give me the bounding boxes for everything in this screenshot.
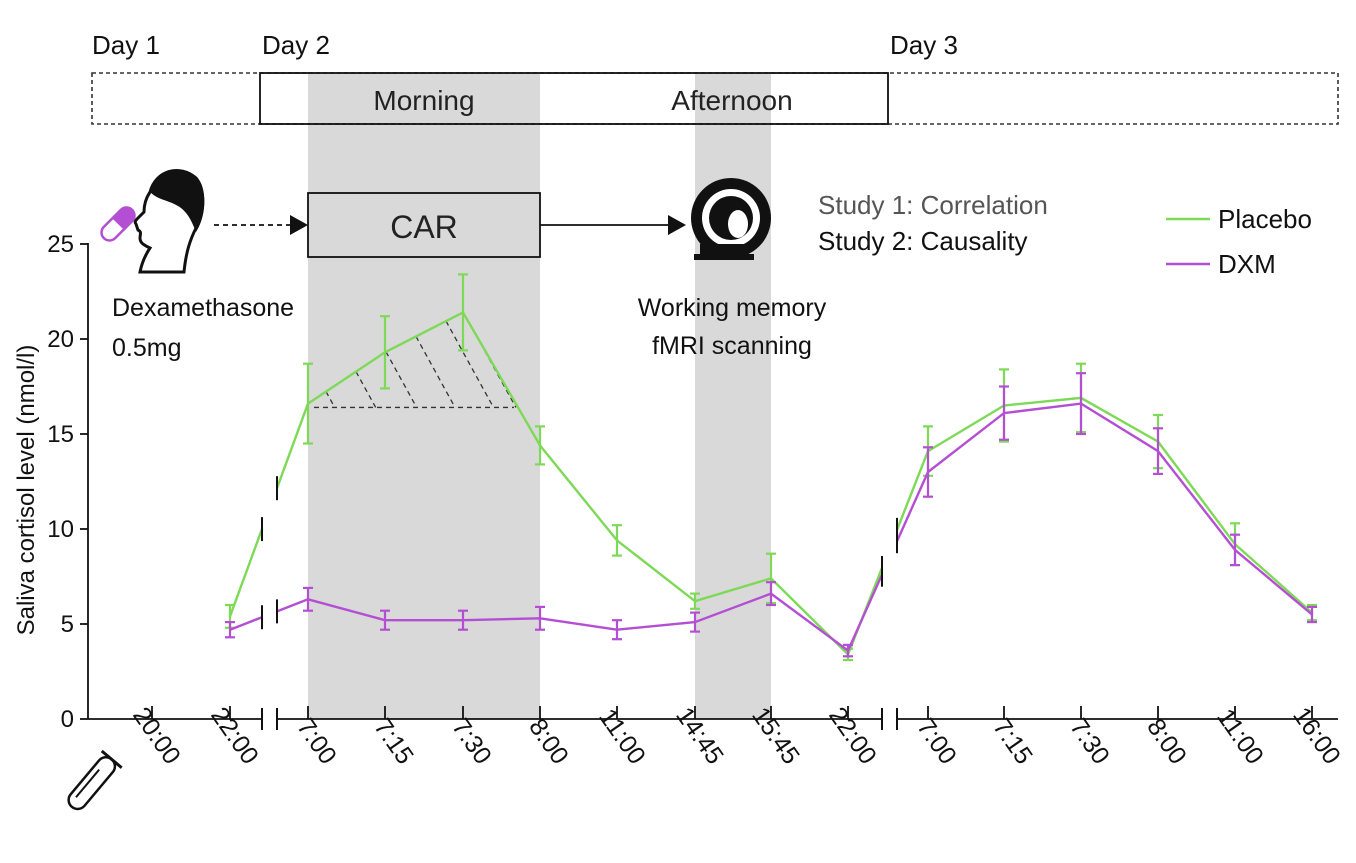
- mri-scanner-icon: [691, 178, 771, 260]
- pill-icon: [100, 206, 136, 242]
- y-tick-label: 10: [47, 516, 74, 543]
- series-line: [307, 592, 849, 652]
- auc-hatch-line: [445, 320, 495, 408]
- day3-label: Day 3: [890, 30, 958, 60]
- y-tick-label: 20: [47, 326, 74, 353]
- legend: Placebo DXM: [1166, 204, 1312, 279]
- series-line-stub: [895, 471, 930, 542]
- auc-hatch-line: [385, 351, 418, 408]
- error-bar: [458, 609, 468, 631]
- error-bar: [843, 643, 853, 658]
- person-head-icon: [133, 169, 205, 274]
- series-line: [927, 396, 1313, 614]
- series-line-stub: [229, 616, 263, 631]
- morning-label: Morning: [373, 85, 474, 116]
- error-bar: [690, 611, 700, 633]
- y-tick-label: 0: [61, 706, 74, 733]
- x-tick-label: 7:00: [911, 714, 962, 770]
- y-axis: 0 5 10 15 20 25: [47, 231, 89, 733]
- scan-label-line1: Working memory: [638, 294, 827, 322]
- series-line-stub: [275, 403, 310, 489]
- timeline-day2-box: [259, 72, 889, 125]
- series-line-stub: [846, 574, 884, 652]
- x-tick-label: 7:15: [987, 714, 1038, 770]
- legend-label-placebo: Placebo: [1218, 204, 1312, 234]
- car-box: [307, 192, 541, 258]
- x-tick-label: 20:00: [127, 702, 186, 769]
- x-tick-label: 8:00: [523, 714, 574, 770]
- x-tick-label: 22:00: [823, 702, 882, 769]
- series-line: [307, 310, 849, 656]
- error-bar: [612, 524, 622, 557]
- y-tick-label: 25: [47, 231, 74, 258]
- shaded-periods: [308, 73, 771, 719]
- error-bar: [999, 385, 1009, 441]
- y-tick-label: 5: [61, 611, 74, 638]
- error-bar: [458, 273, 468, 352]
- shaded-period: [308, 73, 540, 719]
- x-tick-label: 22:00: [205, 702, 264, 769]
- timeline: Day 1 Day 2 Day 3 Morning Afternoon: [91, 30, 1339, 125]
- x-tick-label: 7:00: [291, 714, 342, 770]
- error-bar: [612, 619, 622, 641]
- series-line-stub: [895, 450, 930, 531]
- error-bar: [303, 362, 313, 445]
- x-tick-label: 7:30: [1064, 714, 1115, 770]
- error-bar: [380, 609, 390, 631]
- auc-hatch-line: [355, 371, 377, 408]
- series-line-stub: [276, 598, 309, 613]
- day1-label: Day 1: [92, 30, 160, 60]
- auc-hatch-line: [415, 336, 456, 408]
- series-dxm: [225, 372, 1317, 658]
- legend-label-dxm: DXM: [1218, 249, 1276, 279]
- x-tick-label: 7:30: [446, 714, 497, 770]
- error-bar: [535, 605, 545, 631]
- error-bar: [766, 581, 776, 607]
- shaded-period: [695, 73, 771, 719]
- series-line: [927, 402, 1313, 616]
- error-bar: [1307, 605, 1317, 624]
- error-bar: [535, 425, 545, 466]
- series-line-stub: [228, 528, 264, 617]
- auc-hatch-line: [325, 391, 336, 408]
- arrow-head: [290, 215, 308, 235]
- y-tick-label: 15: [47, 421, 74, 448]
- car-label: CAR: [390, 209, 458, 245]
- x-tick-label: 15:45: [746, 702, 805, 769]
- x-tick-label: 8:00: [1141, 714, 1192, 770]
- drug-label-line1: Dexamethasone: [112, 294, 294, 322]
- x-axis: [88, 708, 1338, 730]
- scan-label-line2: fMRI scanning: [652, 332, 812, 360]
- error-bar: [225, 620, 235, 639]
- afternoon-label: Afternoon: [671, 85, 792, 116]
- error-bar: [923, 446, 933, 498]
- arrow-head: [668, 215, 686, 235]
- error-bar: [1076, 372, 1086, 436]
- error-bar: [380, 315, 390, 390]
- study1-label: Study 1: Correlation: [818, 190, 1048, 220]
- study2-label: Study 2: Causality: [818, 226, 1028, 256]
- day2-label: Day 2: [262, 30, 330, 60]
- x-tick-label: 11:00: [593, 704, 651, 770]
- x-tick-label: 16:00: [1287, 702, 1346, 769]
- error-bar: [1153, 427, 1163, 475]
- drug-label-line2: 0.5mg: [112, 334, 181, 362]
- error-bar: [1230, 533, 1240, 567]
- y-axis-title: Saliva cortisol level (nmol/l): [13, 345, 40, 636]
- error-bar: [303, 586, 313, 612]
- test-tube-icon: [67, 749, 123, 811]
- data-series: [225, 273, 1317, 662]
- error-bar: [690, 592, 700, 610]
- x-tick-label: 11:00: [1211, 704, 1269, 770]
- x-tick-label: 7:15: [368, 714, 419, 770]
